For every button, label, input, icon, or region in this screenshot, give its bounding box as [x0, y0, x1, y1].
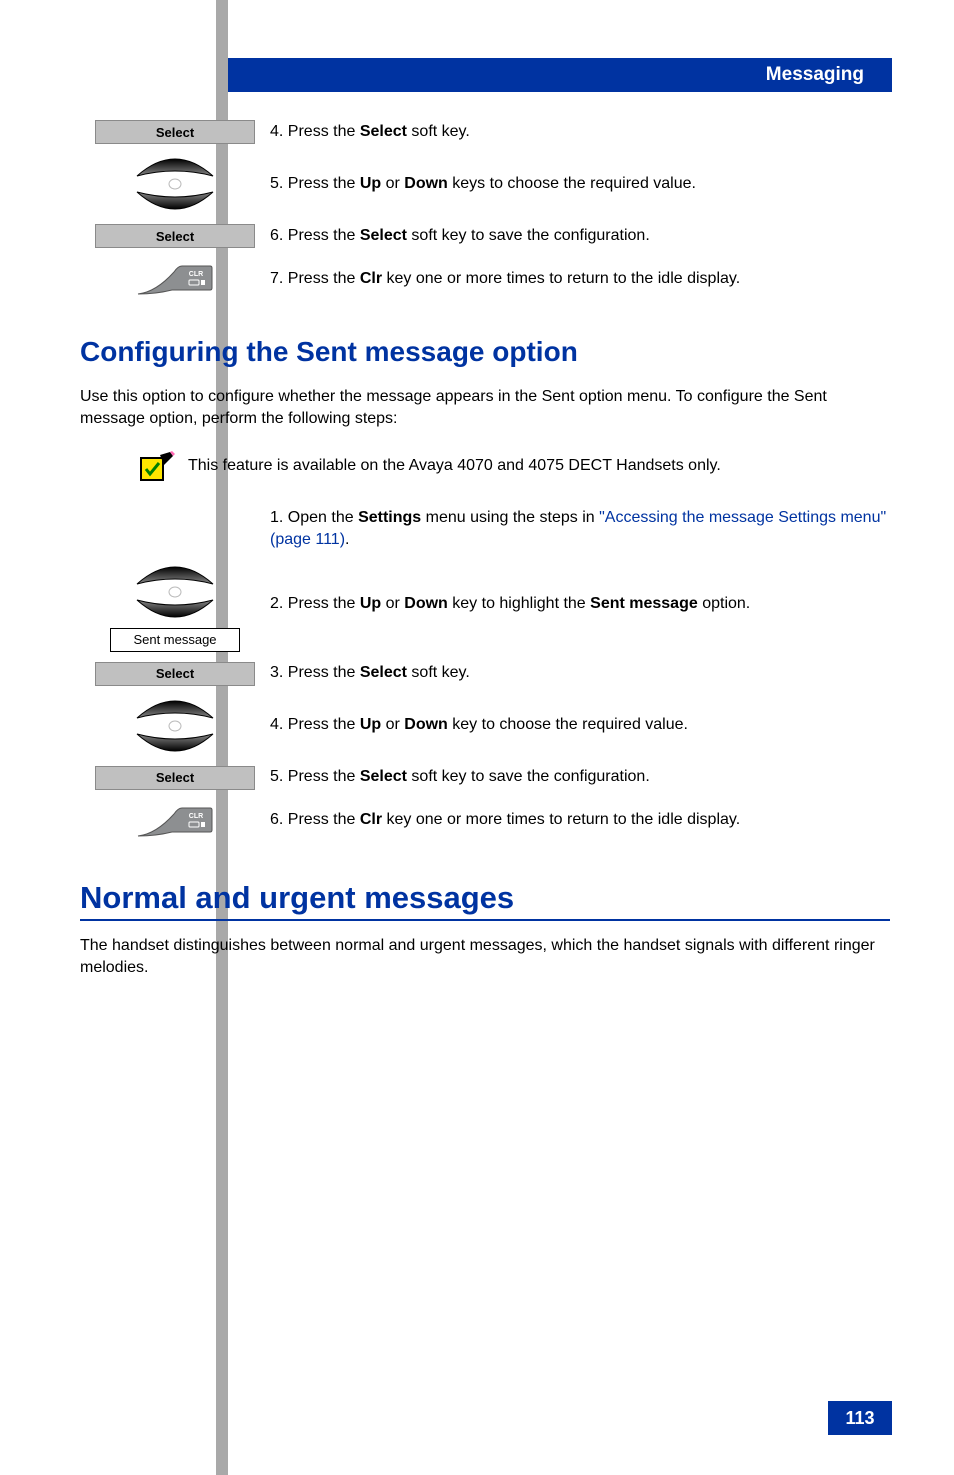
section-heading-normal-urgent: Normal and urgent messages	[80, 880, 890, 921]
step-number: 5.	[270, 768, 283, 785]
select-button[interactable]: Select	[95, 120, 255, 144]
select-button-label: Select	[156, 666, 194, 681]
note-text: This feature is available on the Avaya 4…	[188, 451, 721, 477]
step-number: 4.	[270, 716, 283, 733]
select-button[interactable]: Select	[95, 766, 255, 790]
note-icon	[140, 451, 176, 481]
up-down-key-icon	[127, 692, 223, 760]
step-text: Press the Select soft key.	[288, 664, 470, 681]
step-text: Press the Up or Down key to choose the r…	[288, 716, 688, 733]
step-number: 5.	[270, 175, 283, 192]
up-down-key-icon	[127, 558, 223, 626]
s2-step4-row: 4. Press the Up or Down key to choose th…	[80, 692, 890, 760]
step4-row: Select 4. Press the Select soft key.	[80, 120, 890, 144]
step-number: 6.	[270, 227, 283, 244]
step7-row: CLR 7. Press the Clr key one or more tim…	[80, 262, 890, 296]
s2-step5-row: Select 5. Press the Select soft key to s…	[80, 766, 890, 790]
step-text: Press the Clr key one or more times to r…	[288, 811, 740, 828]
step-text: Press the Select soft key.	[288, 123, 470, 140]
step-number: 7.	[270, 270, 283, 287]
s2-step6-row: CLR 6. Press the Clr key one or more tim…	[80, 804, 890, 838]
step-number: 2.	[270, 595, 283, 612]
step-text: Press the Up or Down key to highlight th…	[288, 595, 750, 612]
step-text: Press the Select soft key to save the co…	[288, 768, 650, 785]
s2-step2-row: Sent message 2. Press the Up or Down key…	[80, 558, 890, 652]
step-text: Press the Clr key one or more times to r…	[288, 270, 740, 287]
step-number: 1.	[270, 509, 283, 526]
section2-intro: Use this option to configure whether the…	[80, 386, 890, 431]
s2-step3-row: Select 3. Press the Select soft key.	[80, 662, 890, 686]
s2-step1-row: 1. Open the Settings menu using the step…	[80, 507, 890, 552]
step-text: Open the Settings menu using the steps i…	[270, 509, 886, 548]
page-number-value: 113	[845, 1408, 874, 1429]
note-row: This feature is available on the Avaya 4…	[140, 451, 890, 481]
step-number: 4.	[270, 123, 283, 140]
step6-row: Select 6. Press the Select soft key to s…	[80, 224, 890, 248]
clr-key-icon: CLR	[136, 804, 214, 838]
section3-intro: The handset distinguishes between normal…	[80, 935, 890, 980]
select-button[interactable]: Select	[95, 662, 255, 686]
chapter-title: Messaging	[766, 64, 864, 86]
page-content: Select 4. Press the Select soft key.	[80, 120, 890, 979]
select-button[interactable]: Select	[95, 224, 255, 248]
sent-message-label: Sent message	[133, 632, 216, 647]
chapter-header: Messaging	[228, 58, 892, 92]
step-text: Press the Up or Down keys to choose the …	[288, 175, 696, 192]
section-heading-sent-message: Configuring the Sent message option	[80, 336, 890, 368]
step-text: Press the Select soft key to save the co…	[288, 227, 650, 244]
clr-key-icon: CLR	[136, 262, 214, 296]
select-button-label: Select	[156, 770, 194, 785]
step-number: 6.	[270, 811, 283, 828]
svg-text:CLR: CLR	[189, 813, 203, 820]
step5-row: 5. Press the Up or Down keys to choose t…	[80, 150, 890, 218]
select-button-label: Select	[156, 229, 194, 244]
sent-message-option[interactable]: Sent message	[110, 628, 240, 652]
up-down-key-icon	[127, 150, 223, 218]
step-number: 3.	[270, 664, 283, 681]
clr-key-label: CLR	[189, 271, 203, 278]
page-number: 113	[828, 1401, 892, 1435]
select-button-label: Select	[156, 125, 194, 140]
